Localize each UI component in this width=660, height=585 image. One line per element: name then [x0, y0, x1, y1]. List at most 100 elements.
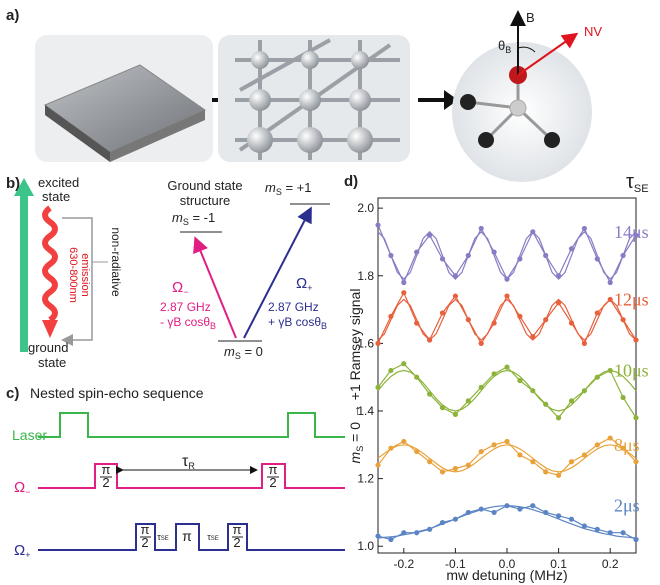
channel-label: Laser [12, 427, 47, 443]
data-point [594, 526, 600, 532]
diamond-slab-side [45, 105, 110, 162]
level-label: excited [38, 175, 79, 190]
series-label: 12μs [614, 289, 649, 309]
data-point [465, 398, 471, 404]
data-point [581, 523, 588, 529]
data-point [375, 222, 381, 228]
data-point [620, 317, 626, 323]
pulse-numerator: π [269, 462, 278, 477]
legend-title: τSE [626, 171, 649, 195]
level-label: ground [28, 340, 68, 355]
fit-line [377, 230, 637, 280]
y-tick-label: 1.4 [357, 404, 374, 418]
data-point [556, 415, 562, 421]
text: = -1 [189, 210, 215, 225]
data-point [607, 530, 613, 536]
panel-label: c) [6, 385, 19, 402]
symbol: Ω [14, 479, 25, 496]
data-point [594, 374, 600, 380]
y-tick-label: 1.6 [357, 336, 374, 350]
omega-label: Ω+ [296, 275, 312, 293]
data-point [375, 384, 381, 390]
data-point [633, 536, 639, 543]
level-label: mS = -1 [172, 210, 215, 227]
nonradiative-label: non-radiative [109, 227, 123, 297]
data-point [581, 340, 588, 346]
data-point [388, 367, 394, 374]
subscript: R [188, 461, 195, 471]
frequency: 2.87 GHz [268, 300, 319, 314]
pulse-denominator: 2 [233, 535, 240, 550]
symbol: τ [626, 171, 634, 193]
data-point [465, 317, 471, 323]
omega-plus-trace [38, 523, 345, 551]
data-point [594, 442, 600, 448]
data-point [465, 509, 471, 516]
emission-arrowhead [42, 320, 58, 338]
data-point [620, 252, 626, 259]
data-point [581, 225, 588, 232]
emission-label: emission [79, 253, 91, 296]
data-point [607, 279, 613, 286]
data-point [568, 246, 575, 252]
subscript: B [210, 321, 216, 331]
pi-pulse: π [182, 528, 192, 544]
data-point [414, 374, 420, 380]
symbol: Ω [14, 542, 25, 559]
data-point [388, 313, 394, 319]
transition-plus: Ω+ 2.87 GHz + γB cosθB [268, 275, 327, 331]
data-point [388, 252, 394, 259]
data-line [377, 362, 637, 419]
data-point [620, 530, 626, 536]
data-point [414, 249, 420, 255]
symbol: m [347, 451, 363, 463]
data-point [504, 276, 510, 282]
symbol: m [224, 344, 235, 359]
symbol: Ω [296, 275, 307, 292]
subscript: B [505, 45, 511, 55]
data-point [543, 509, 549, 516]
text: = 0 → +1 Ramsey signal [347, 289, 363, 446]
symbol: τ [182, 453, 189, 470]
data-point [504, 503, 510, 509]
data-point [517, 377, 523, 384]
data-point [530, 503, 536, 509]
data-point [556, 472, 562, 478]
panel-d: d) mw detuning (MHz) mS = 0 → +1 Ramsey … [344, 171, 649, 583]
data-point [581, 388, 588, 394]
theta-label: θB [498, 38, 511, 55]
data-point [401, 361, 407, 367]
subscript: SE [211, 536, 219, 542]
arrow [418, 90, 458, 110]
data-point [568, 516, 575, 522]
y-tick-label: 1.8 [357, 269, 374, 283]
data-point [427, 526, 433, 532]
omega-minus-trace [38, 463, 345, 489]
data-point [568, 398, 575, 404]
data-point [427, 459, 433, 465]
nv-label: NV [584, 24, 602, 39]
transition-arrow [193, 236, 237, 339]
data-point [388, 536, 394, 543]
pulse-denominator: 2 [102, 475, 109, 490]
omega-label: Ω− [172, 279, 188, 297]
data-point [633, 337, 639, 343]
data-point [543, 469, 549, 475]
data-point [452, 293, 458, 299]
data-point [478, 225, 484, 232]
data-point [439, 405, 446, 411]
data-point [439, 519, 446, 526]
panel-label: a) [6, 7, 19, 24]
panel-a: a) B θB NV [6, 7, 602, 182]
data-point [517, 506, 523, 512]
x-tick-label: 0.1 [550, 557, 567, 571]
symbol: θ [498, 38, 505, 53]
data-point [401, 438, 407, 445]
carbon-atom [509, 99, 527, 117]
series-label: 8μs [614, 435, 640, 455]
subscript: SE [634, 183, 649, 195]
pulse-labels: π2 π2 [100, 462, 279, 490]
carbon-atom [478, 132, 494, 148]
data-point [504, 438, 510, 445]
transition-minus: Ω− 2.87 GHz - γB cosθB [160, 279, 216, 331]
